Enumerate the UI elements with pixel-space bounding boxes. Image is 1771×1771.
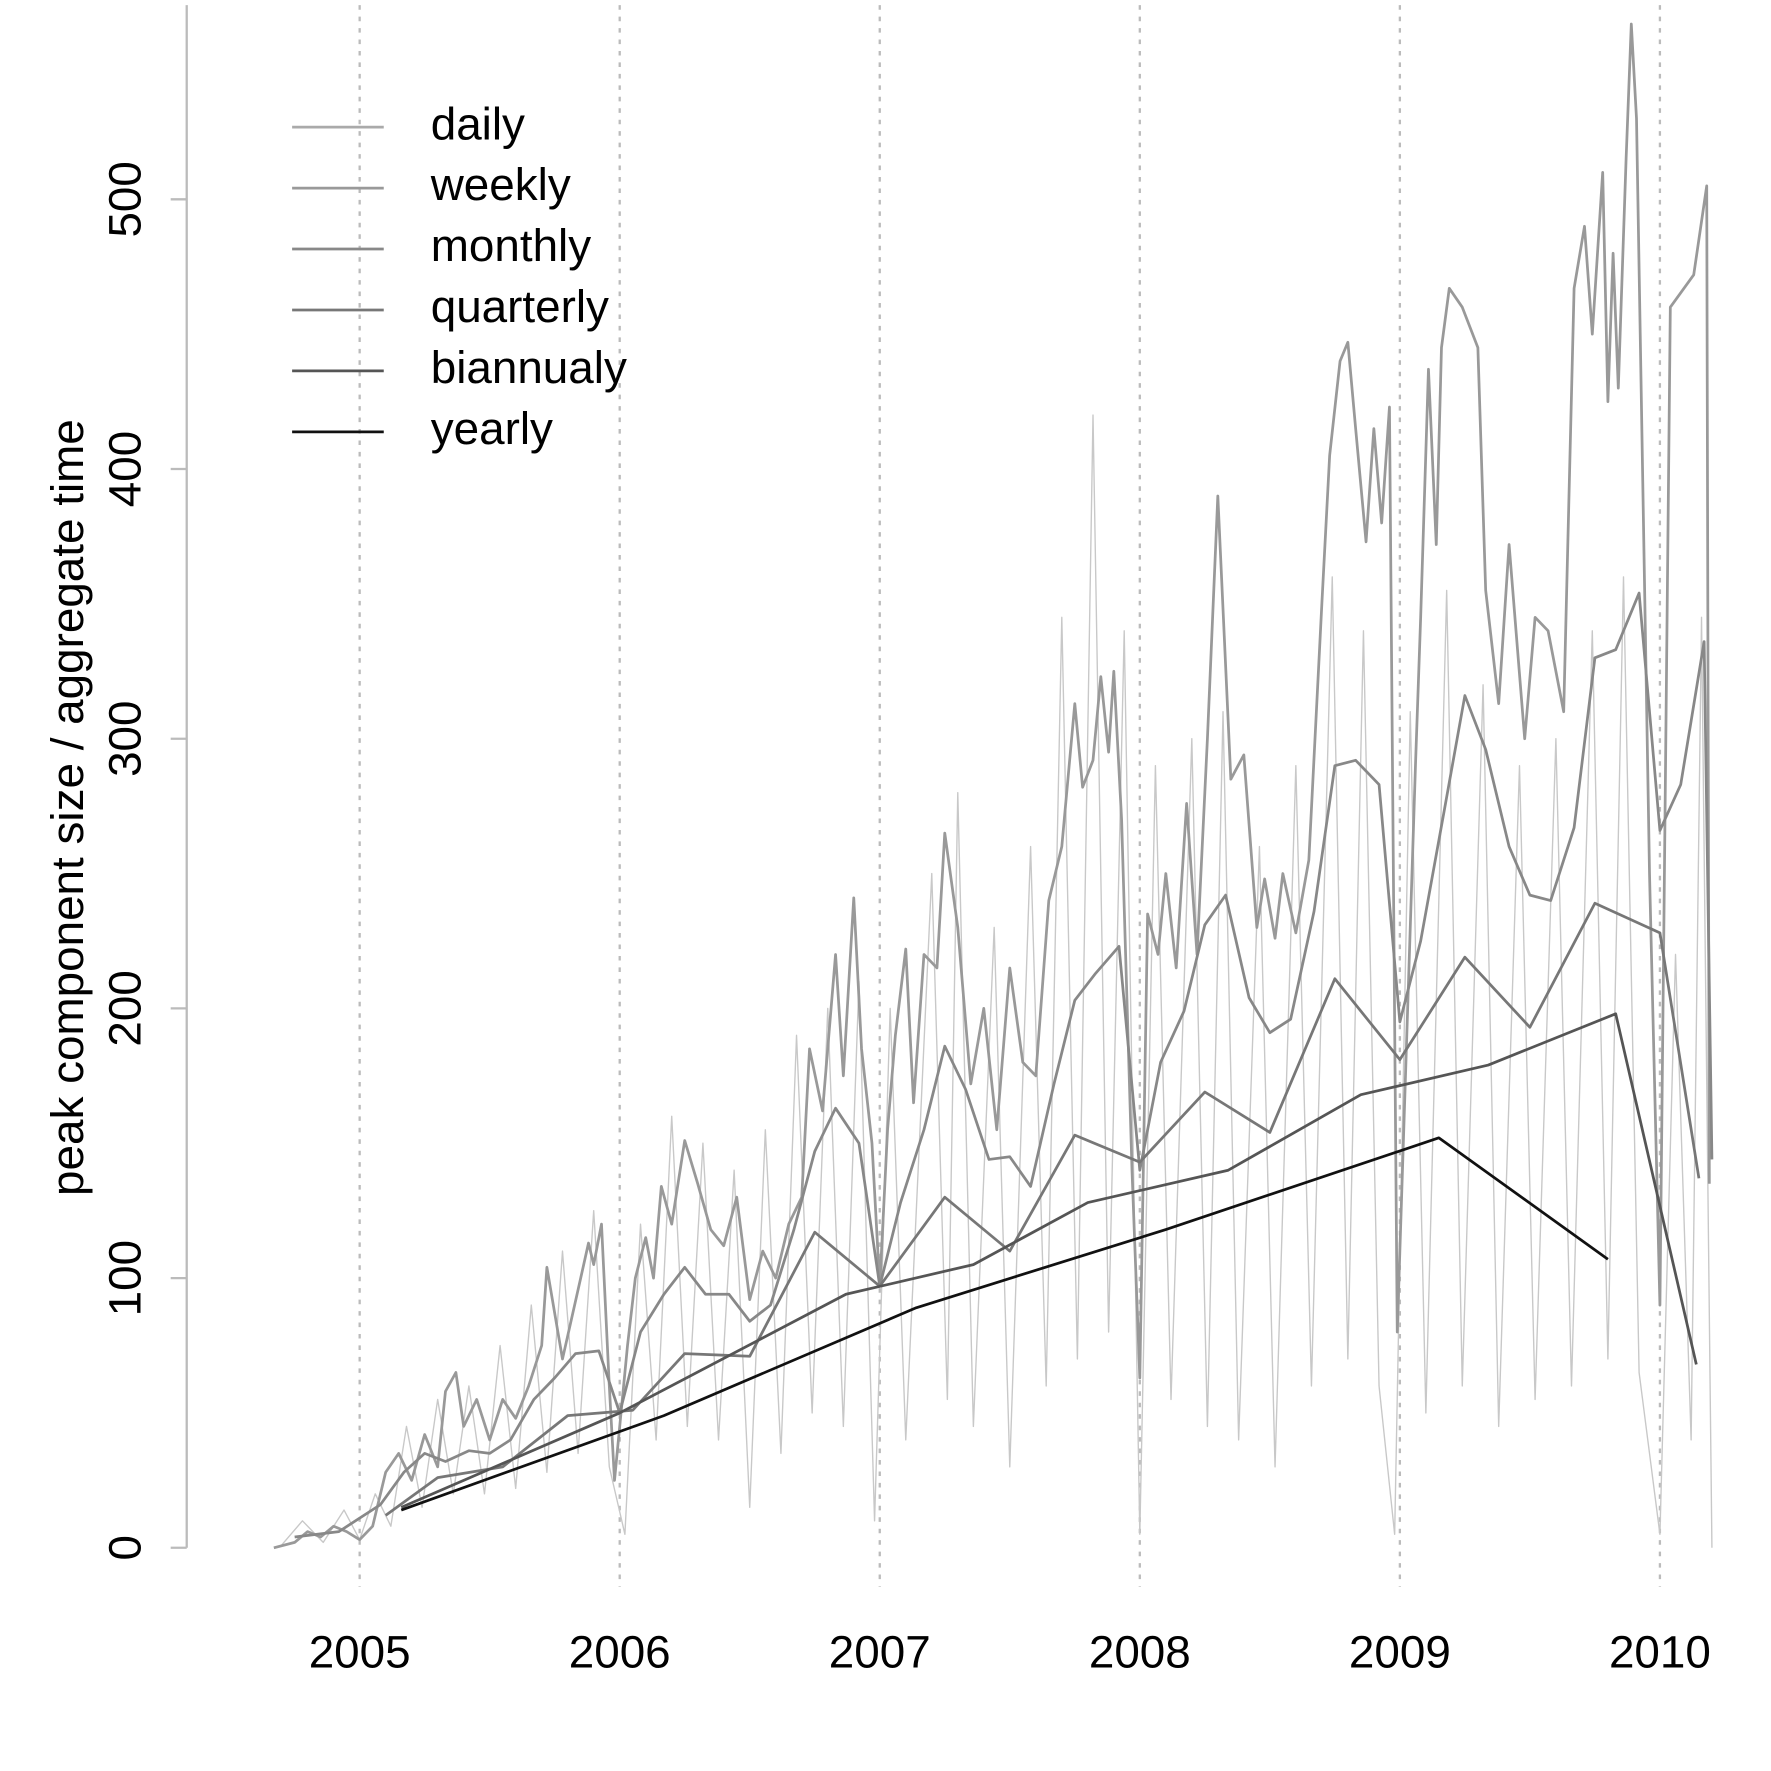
x-tick-label: 2008 [1089, 1626, 1191, 1677]
x-tick-label: 2007 [829, 1626, 931, 1677]
series-line [400, 1136, 1609, 1512]
y-tick-label: 500 [99, 161, 150, 237]
series-line [281, 414, 1713, 1548]
series-line [294, 591, 1714, 1539]
y-tick-label: 0 [99, 1535, 150, 1560]
legend-label: weekly [430, 159, 571, 210]
series-line [384, 901, 1701, 1517]
y-tick-label: 100 [99, 1240, 150, 1316]
x-tick-label: 2005 [309, 1626, 411, 1677]
legend-label: biannualy [431, 342, 627, 393]
y-axis-title: peak component size / aggregate time [42, 419, 93, 1196]
y-tick-label: 200 [99, 970, 150, 1046]
x-tick-label: 2010 [1609, 1626, 1711, 1677]
legend-label: daily [431, 98, 525, 149]
series-line [273, 22, 1711, 1550]
legend-label: quarterly [431, 281, 609, 332]
y-tick-label: 300 [99, 700, 150, 776]
legend-label: monthly [431, 220, 592, 271]
legend-label: yearly [431, 403, 553, 454]
series-line [400, 1012, 1698, 1509]
x-tick-label: 2009 [1349, 1626, 1451, 1677]
y-tick-label: 400 [99, 431, 150, 507]
x-tick-label: 2006 [569, 1626, 671, 1677]
